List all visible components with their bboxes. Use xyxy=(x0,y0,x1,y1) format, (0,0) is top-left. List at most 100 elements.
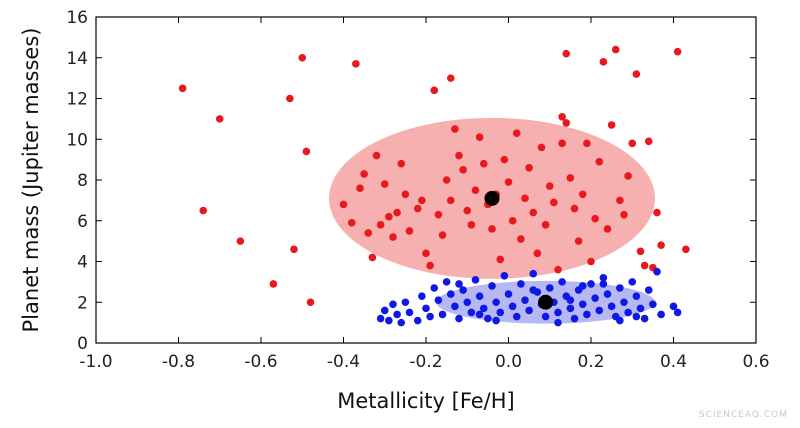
x-tick-label: 0.0 xyxy=(495,352,522,372)
data-point-series-2 xyxy=(558,278,566,286)
data-point-series-1 xyxy=(517,235,525,243)
data-point-series-1 xyxy=(541,221,550,229)
data-point-series-2 xyxy=(389,300,397,309)
data-point-series-1 xyxy=(512,129,521,137)
y-tick-label: 16 xyxy=(66,8,88,28)
x-tick-label: -0.2 xyxy=(409,352,442,372)
data-point-series-1 xyxy=(442,176,451,184)
data-point-series-2 xyxy=(603,290,612,298)
data-point-series-1 xyxy=(562,49,571,58)
data-point-series-1 xyxy=(451,125,459,133)
data-point-series-1 xyxy=(640,261,649,270)
data-point-series-1 xyxy=(537,143,546,152)
cluster-centroids xyxy=(484,190,554,310)
data-point-series-1 xyxy=(199,206,208,215)
data-point-series-2 xyxy=(628,278,637,286)
y-axis-label: Planet mass (Jupiter masses) xyxy=(19,28,43,333)
data-point-series-1 xyxy=(591,214,599,223)
data-point-series-2 xyxy=(587,280,595,288)
data-point-series-2 xyxy=(471,276,480,284)
data-point-series-1 xyxy=(459,166,467,174)
data-point-series-1 xyxy=(620,210,628,219)
data-point-series-2 xyxy=(397,318,406,327)
data-point-series-1 xyxy=(644,137,653,146)
data-point-series-2 xyxy=(385,316,393,325)
data-point-series-1 xyxy=(426,261,434,270)
data-point-series-1 xyxy=(479,159,488,168)
data-point-series-2 xyxy=(599,274,608,282)
data-point-series-1 xyxy=(599,58,608,66)
data-point-series-1 xyxy=(562,119,571,127)
data-point-series-2 xyxy=(500,271,509,280)
data-point-series-2 xyxy=(636,304,645,313)
data-point-series-1 xyxy=(566,174,575,182)
data-point-series-1 xyxy=(628,139,637,148)
data-point-series-1 xyxy=(430,86,439,95)
data-point-series-2 xyxy=(467,308,476,317)
y-tick-label: 6 xyxy=(77,212,88,232)
data-point-series-2 xyxy=(673,308,682,317)
data-point-series-2 xyxy=(517,280,525,288)
data-point-series-2 xyxy=(413,316,422,325)
data-point-series-2 xyxy=(488,282,496,290)
data-point-series-2 xyxy=(438,310,447,319)
x-tick-label: -1.0 xyxy=(79,352,112,372)
data-point-series-2 xyxy=(430,284,439,292)
data-point-series-1 xyxy=(364,229,373,237)
data-point-series-1 xyxy=(393,208,401,217)
y-tick-label: 14 xyxy=(66,49,88,69)
data-point-series-1 xyxy=(616,196,624,205)
data-point-series-1 xyxy=(360,170,368,178)
data-point-series-2 xyxy=(459,286,467,294)
data-point-series-1 xyxy=(356,184,364,192)
data-point-series-1 xyxy=(570,204,579,213)
data-point-series-1 xyxy=(611,45,620,54)
data-point-series-1 xyxy=(455,151,463,160)
data-point-series-1 xyxy=(467,221,476,229)
data-point-series-2 xyxy=(554,308,562,317)
centroid-marker-2 xyxy=(538,294,554,310)
data-point-series-1 xyxy=(290,245,298,254)
data-point-series-1 xyxy=(607,121,616,129)
data-point-series-1 xyxy=(496,255,505,264)
data-point-series-1 xyxy=(632,70,641,78)
data-point-series-2 xyxy=(492,298,500,307)
x-axis-label: Metallicity [Fe/H] xyxy=(337,389,514,413)
data-point-series-1 xyxy=(595,157,604,166)
axis-ticks xyxy=(95,16,757,344)
data-point-series-2 xyxy=(583,310,591,319)
data-point-series-2 xyxy=(599,280,608,288)
data-point-series-2 xyxy=(657,310,665,319)
data-point-series-2 xyxy=(570,314,579,323)
data-point-series-2 xyxy=(632,312,641,321)
data-point-series-2 xyxy=(442,278,451,286)
data-point-series-1 xyxy=(236,237,245,245)
data-point-series-2 xyxy=(529,286,538,294)
data-point-series-2 xyxy=(418,292,426,300)
data-point-series-2 xyxy=(504,290,513,298)
data-point-series-1 xyxy=(286,94,294,103)
data-point-series-1 xyxy=(636,247,645,256)
data-point-series-2 xyxy=(434,296,443,305)
data-point-series-1 xyxy=(401,190,410,199)
data-point-series-1 xyxy=(339,200,348,209)
watermark-text: SCIENCEAQ.COM xyxy=(698,410,788,420)
data-point-series-2 xyxy=(653,267,661,276)
data-point-series-1 xyxy=(545,182,554,190)
data-point-series-1 xyxy=(500,155,509,164)
data-point-series-2 xyxy=(525,306,533,315)
y-tick-label: 8 xyxy=(77,171,88,191)
data-point-series-1 xyxy=(347,218,356,227)
data-point-series-2 xyxy=(446,290,455,298)
centroid-marker-1 xyxy=(484,190,500,206)
y-tick-label: 0 xyxy=(77,334,88,354)
data-point-series-1 xyxy=(558,139,566,148)
x-tick-label: -0.4 xyxy=(327,352,360,372)
x-tick-label: -0.6 xyxy=(244,352,277,372)
data-point-series-2 xyxy=(591,294,599,302)
data-point-series-2 xyxy=(521,296,529,305)
data-point-series-2 xyxy=(484,314,492,323)
data-point-series-1 xyxy=(306,298,315,307)
data-point-series-1 xyxy=(529,208,538,217)
